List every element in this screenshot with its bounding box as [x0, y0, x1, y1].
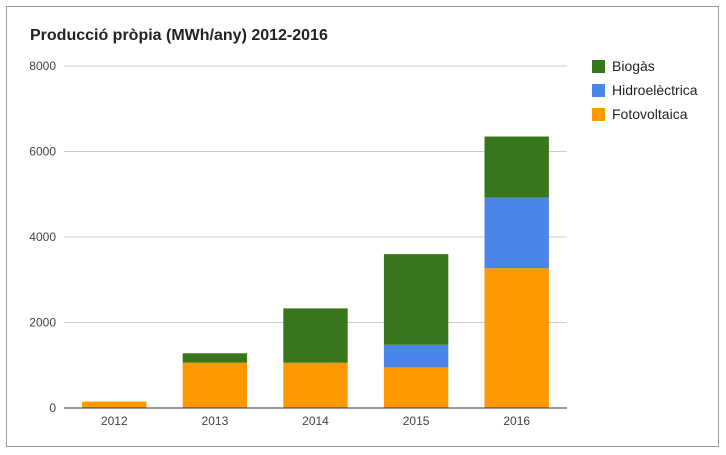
- x-tick-label: 2015: [403, 414, 430, 428]
- y-tick-label: 0: [49, 401, 56, 415]
- bar-fotovoltaica-2013: [182, 362, 248, 408]
- bar-biogàs-2016: [484, 136, 549, 198]
- legend-label: Fotovoltaica: [612, 106, 688, 122]
- legend: Biogàs Hidroelèctrica Fotovoltaica: [592, 58, 698, 122]
- legend-swatch: [592, 84, 605, 97]
- x-tick-label: 2013: [202, 414, 229, 428]
- legend-swatch: [592, 108, 605, 121]
- x-axis-ticks: 2012 2013 2014 2015 2016: [101, 414, 530, 428]
- y-axis-ticks: 0 2000 4000 6000 8000: [29, 59, 56, 415]
- y-tick-label: 4000: [29, 230, 56, 244]
- bar-fotovoltaica-2015: [383, 367, 449, 408]
- chart-title: Producció pròpia (MWh/any) 2012-2016: [30, 27, 328, 44]
- bar-fotovoltaica-2016: [484, 268, 549, 408]
- y-tick-label: 2000: [29, 316, 56, 330]
- y-tick-label: 8000: [29, 59, 56, 73]
- bars: [82, 136, 549, 408]
- x-tick-label: 2012: [101, 414, 128, 428]
- bar-hidroelèctrica-2016: [484, 197, 549, 269]
- y-tick-label: 6000: [29, 145, 56, 159]
- legend-swatch: [592, 60, 605, 73]
- x-tick-label: 2016: [503, 414, 530, 428]
- bar-fotovoltaica-2014: [283, 362, 348, 408]
- bar-hidroelèctrica-2015: [383, 344, 449, 368]
- bar-biogàs-2013: [182, 353, 248, 363]
- x-tick-label: 2014: [302, 414, 329, 428]
- bar-fotovoltaica-2012: [82, 401, 147, 408]
- legend-label: Hidroelèctrica: [612, 82, 698, 98]
- legend-label: Biogàs: [612, 58, 655, 74]
- chart-frame: [6, 6, 719, 447]
- bar-biogàs-2014: [283, 308, 348, 363]
- bar-biogàs-2015: [383, 254, 449, 345]
